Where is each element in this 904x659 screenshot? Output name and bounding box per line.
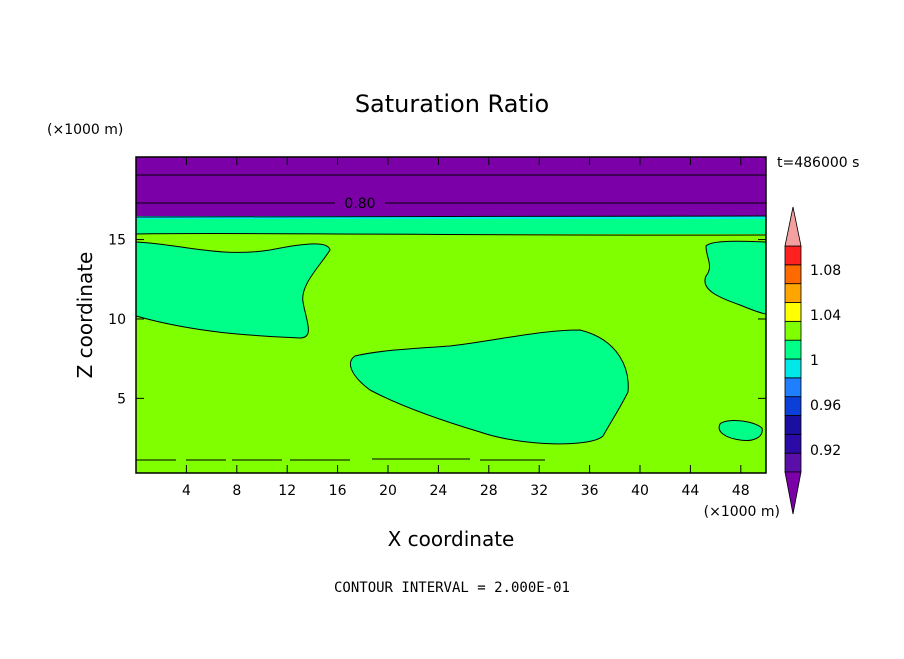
region-lower-right [718,420,763,441]
colorbar-band [784,396,802,416]
x-tick-label: 28 [480,483,498,499]
contour-label-080: 0.80 [344,196,375,212]
y-tick-label: 5 [117,391,126,407]
colorbar-tick-label: 0.96 [810,398,841,414]
dry-layer-region [136,157,766,217]
x-tick-label: 20 [379,483,397,499]
x-tick-label: 24 [429,483,447,499]
colorbar-band [784,358,802,379]
x-tick-label: 12 [278,483,296,499]
x-unit-label: (×1000 m) [704,504,780,520]
region-center [350,329,629,445]
x-tick-label: 40 [631,483,649,499]
colorbar-under-arrow [784,471,802,515]
x-tick-label: 44 [681,483,699,499]
region-upper-right [704,240,767,315]
near-saturation-band [136,219,766,234]
contour-line-bottom [136,458,545,461]
transition-region [136,216,766,220]
chart-title: Saturation Ratio [355,90,549,118]
x-tick-label: 4 [182,483,191,499]
x-tick-label: 16 [329,483,347,499]
colorbar-band [784,283,802,303]
x-tick-label: 48 [732,483,750,499]
colorbar-band [784,302,802,322]
colorbar-band [784,264,802,285]
colorbar-band [784,452,802,473]
y-axis-title: Z coordinate [73,252,97,379]
y-unit-label: (×1000 m) [47,122,123,138]
y-tick-label: 10 [108,312,126,328]
colorbar-over-arrow [784,206,802,247]
contour-interval-note: CONTOUR INTERVAL = 2.000E-01 [334,580,570,596]
plot-area: 0.80 [135,156,767,474]
colorbar-band [784,245,802,266]
x-axis-title: X coordinate [388,527,515,551]
contour-line-transition [135,215,767,218]
y-tick-label: 15 [108,233,126,249]
colorbar-tick-label: 1.08 [810,263,841,279]
x-tick-label: 36 [581,483,599,499]
region-upper-left [135,241,331,339]
x-tick-label: 8 [232,483,241,499]
colorbar-band [784,433,802,454]
time-label: t=486000 s [777,155,859,171]
colorbar-band [784,339,802,360]
plot-frame [135,156,767,474]
contour-line-band-bottom [135,232,767,236]
y-axis: 5 10 15 [108,233,766,407]
colorbar-band [784,377,802,398]
colorbar-tick-label: 0.92 [810,443,841,459]
x-tick-label: 32 [530,483,548,499]
colorbar-band [784,415,802,435]
x-axis: 4 8 12 16 20 24 28 32 36 40 44 48 [182,157,750,499]
colorbar-tick-label: 1 [810,353,819,369]
colorbar-tick-label: 1.04 [810,308,841,324]
colorbar: 0.92 0.96 1 1.04 1.08 [784,206,841,515]
colorbar-band [784,320,802,341]
